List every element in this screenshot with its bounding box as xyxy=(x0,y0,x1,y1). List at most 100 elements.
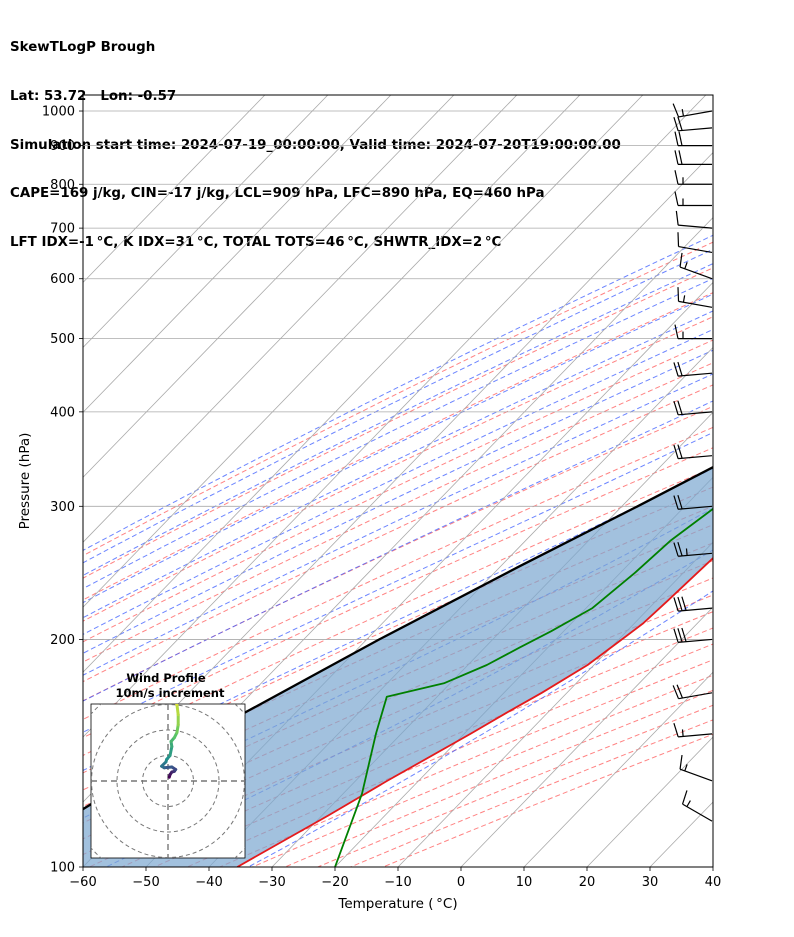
barb-half-flag xyxy=(686,800,691,807)
wind-barb xyxy=(673,596,713,612)
barb-flag xyxy=(672,103,680,118)
wind-barb xyxy=(673,444,713,460)
x-tick-label: 0 xyxy=(457,875,465,890)
inset-subtitle: 10m/s increment xyxy=(116,686,225,700)
wind-barb xyxy=(675,210,713,229)
barb-flag xyxy=(673,444,679,459)
y-tick-label: 800 xyxy=(50,178,75,193)
barb-half-flag xyxy=(681,729,684,737)
moist-adiabat xyxy=(83,234,713,551)
temperature-profile xyxy=(236,556,713,867)
barb-flag xyxy=(674,191,679,206)
isotherm xyxy=(460,606,713,867)
isotherm xyxy=(397,541,713,867)
barb-shaft xyxy=(678,455,713,460)
barb-shaft xyxy=(682,803,713,822)
barb-shaft xyxy=(679,266,713,280)
axis-ticks: −60 −50 −40 −30 −20 −10 0 10 20 30 40 100 200 300 400 5… xyxy=(42,105,721,890)
moist-adiabat xyxy=(83,328,713,635)
wind-barb xyxy=(672,103,713,118)
wind-barb xyxy=(673,361,713,377)
barb-flag xyxy=(677,628,683,643)
barb-shaft xyxy=(679,768,713,782)
barb-shaft xyxy=(678,224,713,229)
isotherm xyxy=(83,95,392,413)
isotherm xyxy=(649,801,713,867)
wind-barb xyxy=(672,684,713,700)
barb-flag xyxy=(677,400,683,415)
isotherm xyxy=(586,736,713,867)
barb-flag xyxy=(677,287,680,302)
y-tick-label: 400 xyxy=(50,405,75,420)
hodograph-segment xyxy=(175,704,180,717)
x-tick-label: −60 xyxy=(69,875,96,890)
y-tick-label: 900 xyxy=(50,139,75,154)
barb-flag xyxy=(677,232,680,247)
isotherm xyxy=(712,866,713,867)
location-line: Lat: 53.72 Lon: -0.57 xyxy=(10,89,177,105)
dry-adiabat xyxy=(382,733,713,867)
moist-adiabat xyxy=(83,467,713,772)
barb-flag xyxy=(677,361,683,376)
barb-half-flag xyxy=(682,295,686,303)
x-tick-label: −50 xyxy=(132,875,159,890)
wind-barb xyxy=(673,722,713,738)
barb-flag xyxy=(681,790,688,805)
parcel-profile xyxy=(83,465,713,811)
dry-adiabat xyxy=(83,267,713,579)
barb-half-flag xyxy=(685,548,688,556)
barb-flag xyxy=(678,150,683,165)
barb-flag xyxy=(673,362,679,377)
isotherm xyxy=(83,95,455,478)
x-tick-label: 30 xyxy=(642,875,659,890)
wind-barb xyxy=(674,131,712,147)
wind-barb xyxy=(673,542,713,557)
moist-adiabat xyxy=(83,277,713,590)
x-tick-label: 40 xyxy=(705,875,722,890)
barb-flag xyxy=(677,444,683,459)
barb-flag xyxy=(676,684,684,699)
x-tick-label: −40 xyxy=(195,875,222,890)
chart-header: SkewTLogP Brough Lat: 53.72 Lon: -0.57 S… xyxy=(10,8,621,267)
sounding-profiles xyxy=(83,465,713,867)
x-axis-label: Temperature ( °C) xyxy=(337,896,457,912)
barb-shaft xyxy=(678,411,713,416)
index-line: LFT IDX=-1 °C, K IDX=31 °C, TOTAL TOTS=4… xyxy=(10,234,502,250)
barb-flag xyxy=(673,542,679,557)
inset-title: Wind Profile xyxy=(126,671,206,685)
moist-adiabat xyxy=(83,293,713,604)
dry-adiabat xyxy=(83,316,713,622)
time-line: Simulation start time: 2024-07-19_00:00:… xyxy=(10,137,621,153)
moist-adiabat xyxy=(83,263,713,576)
y-tick-label: 1000 xyxy=(42,105,75,120)
wind-barb xyxy=(673,400,713,416)
barb-shaft xyxy=(678,733,713,738)
barb-flag xyxy=(677,495,683,510)
barb-shaft xyxy=(678,110,713,118)
cape-line: CAPE=169 j/kg, CIN=-17 j/kg, LCL=909 hPa… xyxy=(10,186,545,202)
barb-flag xyxy=(673,116,679,131)
barb-half-flag xyxy=(684,262,688,270)
barb-flag xyxy=(674,324,679,339)
isotherm xyxy=(83,95,707,738)
wind-barb xyxy=(673,116,713,132)
barb-half-flag xyxy=(681,109,685,117)
wind-barb xyxy=(674,191,712,207)
y-axis-label: Pressure (hPa) xyxy=(17,433,33,530)
wind-barb xyxy=(677,232,713,254)
barb-flag xyxy=(681,596,687,611)
dry-adiabat xyxy=(83,426,713,720)
barb-flag xyxy=(673,628,679,643)
barb-shaft xyxy=(678,692,713,700)
barb-flag xyxy=(672,685,680,699)
barb-flag xyxy=(675,210,679,226)
x-tick-label: 10 xyxy=(516,875,533,890)
wind-barb xyxy=(674,150,712,165)
wind-profile-inset: Wind Profile 10m/s increment xyxy=(90,671,246,859)
wind-barb xyxy=(679,252,713,280)
isotherm xyxy=(83,95,581,608)
barb-flag xyxy=(673,400,679,415)
barb-flag xyxy=(674,150,679,165)
moist-adiabat xyxy=(83,248,713,564)
